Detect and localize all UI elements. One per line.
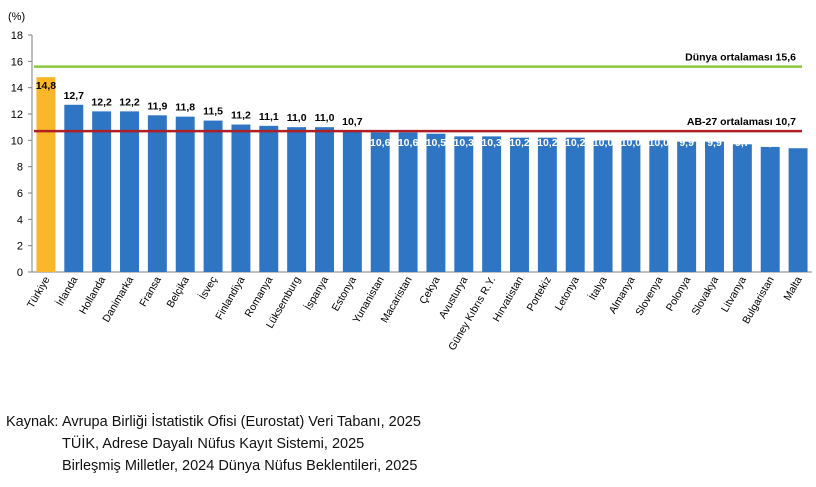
- data-label: 10,0: [649, 137, 670, 149]
- data-label: 10,0: [621, 137, 642, 149]
- data-label: 10,0: [593, 137, 614, 149]
- y-tick-label: 10: [11, 135, 23, 147]
- bar: [788, 148, 808, 272]
- x-tick-label: Estonya: [330, 274, 359, 313]
- x-tick-label: İrlanda: [53, 274, 80, 308]
- data-label: 9,7: [735, 137, 750, 149]
- data-label: 12,2: [91, 96, 112, 108]
- bar: [760, 146, 780, 272]
- bar: [565, 137, 585, 272]
- bar: [36, 77, 56, 272]
- x-tick-label: Litvanya: [719, 274, 749, 314]
- y-tick-label: 0: [17, 267, 23, 279]
- bar: [510, 137, 529, 272]
- data-label: 12,2: [119, 96, 140, 108]
- bar: [287, 127, 307, 273]
- source-prefix: Kaynak:: [6, 414, 59, 430]
- bar: [732, 144, 752, 272]
- y-tick-label: 14: [11, 83, 23, 95]
- source-note: Kaynak: Avrupa Birliği İstatistik Ofisi (…: [6, 411, 421, 477]
- data-label: 10,6: [370, 137, 391, 149]
- data-label: 11,0: [287, 112, 307, 124]
- bar: [175, 116, 195, 272]
- bar-chart: (%) 0 2 4 6 8 10 12 14 16 18 Dünya ortalaması 15,…: [8, 11, 812, 353]
- x-tick-label: İtalya: [586, 274, 610, 302]
- reference-lines: Dünya ortalaması 15,6 AB-27 ortalaması 10…: [34, 52, 802, 133]
- source-line-1: Avrupa Birliği İstatistik Ofisi (Eurosta…: [62, 414, 421, 430]
- data-label: 11,0: [315, 112, 335, 124]
- bar: [454, 136, 474, 272]
- data-label: 11,5: [203, 106, 223, 118]
- data-label: 10,7: [342, 116, 363, 128]
- data-label: 11,9: [147, 100, 167, 112]
- bar: [315, 127, 334, 273]
- data-label: 14,8: [36, 80, 57, 92]
- bar: [342, 131, 362, 272]
- y-tick-label: 8: [17, 162, 23, 174]
- data-label: 10,5: [426, 137, 447, 149]
- bar: [203, 120, 223, 272]
- bar: [426, 133, 446, 272]
- bar: [147, 115, 167, 272]
- data-label: 10,2: [509, 137, 530, 149]
- data-label: 11,1: [259, 111, 279, 123]
- data-label: 10,3: [481, 137, 502, 149]
- x-tick-label: Polonya: [664, 274, 693, 313]
- x-tick-label: Malta: [781, 274, 804, 302]
- y-tick-label: 18: [11, 30, 23, 42]
- x-tick-label: Letonya: [553, 274, 582, 312]
- x-tick-label: Belçika: [164, 274, 191, 309]
- bar: [370, 132, 390, 272]
- data-label: 9,9: [679, 137, 694, 149]
- bar: [398, 132, 418, 272]
- y-unit-label: (%): [8, 11, 25, 23]
- x-tick-label: Slovenya: [633, 274, 665, 318]
- bar: [649, 140, 669, 272]
- value-labels: 14,8 12,7 12,2 12,2 11,9 11,8 11,5 11,2 11,1 11,0…: [36, 80, 806, 149]
- x-tick-label: Portekiz: [525, 275, 554, 314]
- data-label: 10,2: [537, 137, 558, 149]
- y-tick-label: 16: [11, 56, 23, 68]
- bar: [92, 111, 112, 272]
- data-label: 9,9: [707, 137, 722, 149]
- data-label: 9,4: [791, 137, 806, 149]
- data-label: 9,5: [763, 137, 778, 149]
- bar: [231, 124, 251, 273]
- x-tick-label: Slovakya: [689, 274, 721, 317]
- bar: [593, 140, 613, 272]
- data-label: 11,8: [175, 102, 195, 114]
- y-tick-label: 4: [17, 214, 23, 226]
- bar: [64, 104, 84, 273]
- data-label: 10,6: [398, 137, 419, 149]
- data-label: 10,3: [454, 137, 475, 149]
- data-label: 12,7: [64, 90, 85, 102]
- source-line-3: Birleşmiş Milletler, 2024 Dünya Nüfus Be…: [62, 458, 418, 474]
- eu-average-label: AB-27 ortalaması 10,7: [687, 116, 796, 128]
- bar: [705, 141, 724, 272]
- data-label: 11,2: [231, 110, 251, 122]
- x-tick-label: İsveç: [196, 274, 220, 302]
- bar: [120, 111, 139, 272]
- x-tick-label: Çekya: [417, 274, 442, 306]
- bar: [482, 136, 502, 272]
- x-tick-label: Hollanda: [77, 274, 108, 316]
- bar: [677, 141, 697, 272]
- x-tick-label: Türkiye: [25, 274, 53, 310]
- y-tick-label: 12: [11, 109, 23, 121]
- y-tick-label: 2: [17, 241, 23, 253]
- bar: [259, 125, 279, 272]
- x-tick-label: İspanya: [301, 274, 331, 312]
- source-line-2: TÜİK, Adrese Dayalı Nüfus Kayıt Sistemi,…: [62, 436, 365, 452]
- world-average-label: Dünya ortalaması 15,6: [685, 52, 796, 64]
- bar: [537, 137, 557, 272]
- y-tick-label: 6: [17, 188, 23, 200]
- x-tick-label: Almanya: [607, 274, 638, 316]
- x-tick-label: Fransa: [137, 274, 164, 308]
- data-label: 10,2: [565, 137, 586, 149]
- bars: [36, 77, 808, 273]
- bar: [621, 140, 641, 272]
